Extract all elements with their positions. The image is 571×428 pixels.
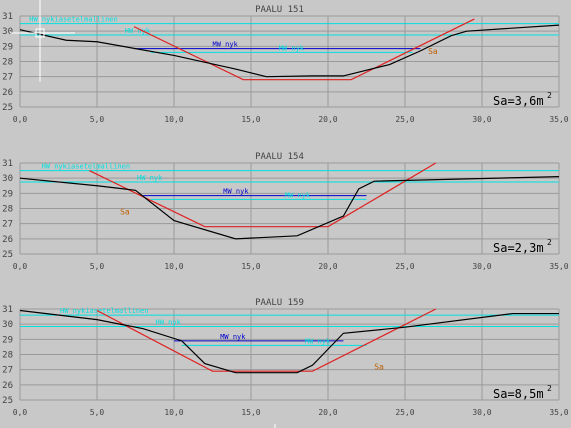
water-level-label: MW_nyk: [223, 188, 249, 196]
x-tick-label: 0,0: [13, 115, 28, 124]
x-tick-label: 25,0: [395, 262, 414, 271]
x-tick-label: 15,0: [241, 115, 260, 124]
y-tick-label: 29: [2, 335, 13, 345]
terrain-profile-line: [19, 24, 560, 78]
x-tick-label: 0,0: [13, 408, 28, 417]
y-tick-label: 25: [2, 103, 13, 113]
terrain-profile-line: [19, 309, 559, 374]
chart-panel-2: PAALU 154 25 26 27 28 29 30 31 0,0 5,0 10,0 15,0 20,…: [2, 152, 569, 271]
y-tick-label: 28: [2, 351, 13, 361]
chart-title: PAALU 154: [255, 152, 304, 162]
y-tick-label: 26: [2, 235, 13, 245]
crosshair-cursor: [10, 0, 75, 82]
y-tick-label: 30: [2, 27, 13, 37]
crosshair-box: [35, 28, 45, 38]
x-tick-label: 20,0: [318, 408, 337, 417]
x-tick-label: 35,0: [549, 262, 568, 271]
water-level-label: MW_nyk: [220, 333, 246, 341]
y-tick-label: 27: [2, 366, 13, 376]
y-tick-label: 28: [2, 58, 13, 68]
chart-panel-1: PAALU 151 25 26 27 28 29 30 31 0,0 5,0 10,0 15,0 20,…: [2, 5, 569, 124]
water-level-label: MW_nyk: [305, 337, 331, 345]
y-tick-label: 27: [2, 220, 13, 230]
x-tick-label: 15,0: [241, 262, 260, 271]
x-tick-label: 5,0: [90, 115, 105, 124]
y-tick-label: 26: [2, 88, 13, 98]
y-tick-label: 25: [2, 250, 13, 260]
x-tick-label: 20,0: [318, 262, 337, 271]
y-tick-label: 28: [2, 205, 13, 215]
design-profile-line: [96, 308, 437, 372]
x-tick-label: 10,0: [164, 115, 183, 124]
x-tick-label: 30,0: [472, 408, 491, 417]
y-tick-label: 25: [2, 396, 13, 406]
area-label: Sa=3,6m: [493, 94, 544, 108]
x-tick-label: 0,0: [13, 262, 28, 271]
y-tick-label: 31: [2, 305, 13, 315]
x-tick-label: 25,0: [395, 115, 414, 124]
water-level-label: MW_nyk: [213, 41, 239, 49]
y-tick-label: 30: [2, 174, 13, 184]
y-tick-label: 29: [2, 189, 13, 199]
region-label: Sa: [120, 208, 130, 217]
x-tick-label: 30,0: [472, 262, 491, 271]
x-tick-label: 5,0: [90, 408, 105, 417]
area-label-exponent: 2: [547, 91, 552, 100]
water-level-label: HW_nyk: [137, 174, 163, 182]
x-tick-label: 15,0: [241, 408, 260, 417]
water-level-label: HW_nyk: [125, 27, 151, 35]
x-tick-label: 35,0: [549, 408, 568, 417]
y-tick-label: 31: [2, 12, 13, 22]
water-level-label: HW nykiasetelmallinen: [60, 307, 149, 315]
y-tick-label: 29: [2, 42, 13, 52]
y-tick-label: 27: [2, 73, 13, 83]
region-label: Sa: [374, 363, 384, 372]
area-label: Sa=2,3m: [493, 241, 544, 255]
water-level-label: MW_nyk: [285, 191, 311, 199]
chart-title: PAALU 159: [255, 298, 304, 308]
terrain-profile-line: [19, 176, 560, 240]
y-tick-label: 30: [2, 320, 13, 330]
water-level-label: MW_nyk: [279, 44, 305, 52]
water-level-label: HW nykiasetelmallinen: [29, 16, 118, 24]
water-level-label: HW_nyk: [156, 318, 182, 326]
y-tick-label: 26: [2, 381, 13, 391]
chart-title: PAALU 151: [255, 5, 304, 15]
x-tick-label: 35,0: [549, 115, 568, 124]
x-tick-label: 10,0: [164, 408, 183, 417]
area-label-exponent: 2: [547, 384, 552, 393]
x-tick-label: 25,0: [395, 408, 414, 417]
x-tick-label: 30,0: [472, 115, 491, 124]
x-tick-label: 10,0: [164, 262, 183, 271]
chart-panel-3: PAALU 159 25 26 27 28 29 30 31 0,0 5,0 10,0 15,0 20,…: [2, 298, 569, 417]
area-label-exponent: 2: [547, 238, 552, 247]
y-tick-label: 31: [2, 159, 13, 169]
area-label: Sa=8,5m: [493, 387, 544, 401]
region-label: Sa: [428, 47, 438, 56]
x-tick-label: 20,0: [318, 115, 337, 124]
design-profile-line: [133, 18, 475, 81]
x-tick-label: 5,0: [90, 262, 105, 271]
water-level-label: HW nykiasetelmallinen: [42, 163, 131, 171]
